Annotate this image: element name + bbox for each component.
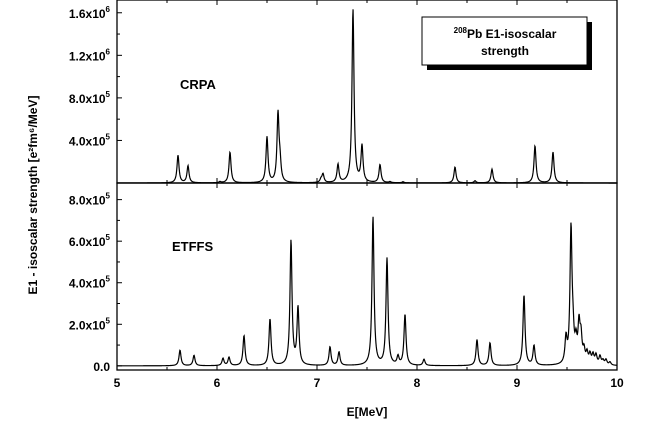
y-axis-title: E1 - isoscalar strength [e²fm⁶/MeV] xyxy=(26,96,40,295)
x-axis-title: E[MeV] xyxy=(347,405,388,419)
y-tick-label: 4.0x105 xyxy=(69,132,111,148)
x-tick-label: 5 xyxy=(114,376,121,390)
y-tick-label: 8.0x105 xyxy=(69,90,111,106)
y-tick-label: 0.0 xyxy=(93,360,110,374)
x-tick-label: 10 xyxy=(610,376,624,390)
x-tick-label: 9 xyxy=(514,376,521,390)
y-tick-label: 4.0x105 xyxy=(69,275,111,291)
bottom-panel-frame xyxy=(116,182,618,371)
top-panel-label: CRPA xyxy=(180,77,216,92)
legend-frame xyxy=(421,16,588,66)
x-tick-label: 6 xyxy=(214,376,221,390)
legend-line-1: 208Pb E1-isoscalar xyxy=(454,26,557,41)
y-tick-label: 6.0x105 xyxy=(69,233,111,249)
y-tick-label: 1.6x106 xyxy=(69,5,111,21)
y-tick-label: 2.0x105 xyxy=(69,316,111,332)
legend-box: 208Pb E1-isoscalar strength xyxy=(421,16,592,70)
x-tick-label: 7 xyxy=(314,376,321,390)
y-tick-label: 1.2x106 xyxy=(69,47,111,63)
legend-line-2: strength xyxy=(481,44,529,58)
legend-line-1-text: Pb E1-isoscalar xyxy=(467,27,557,41)
bottom-panel-label: ETFFS xyxy=(172,239,213,254)
y-tick-label: 8.0x105 xyxy=(69,192,111,208)
legend-superscript: 208 xyxy=(454,26,468,35)
axis-layer: 4.0x105 8.0x105 1.2x106 1.6x106 0.0 2.0x105 4.… xyxy=(69,0,624,390)
etffs-series-line xyxy=(117,216,618,367)
x-tick-label: 8 xyxy=(414,376,421,390)
